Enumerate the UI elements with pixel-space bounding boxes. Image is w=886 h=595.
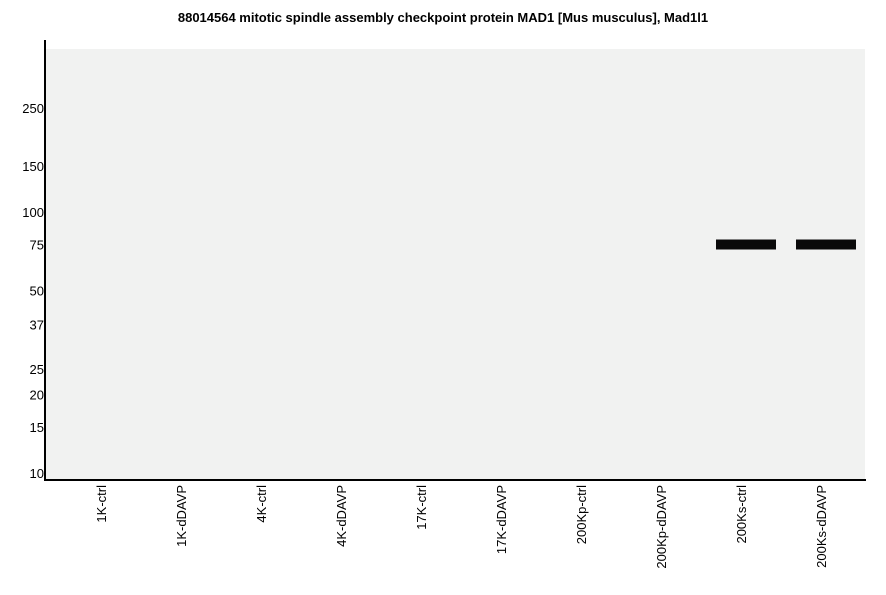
y-tick-label: 75 xyxy=(30,238,44,253)
y-tick-label: 25 xyxy=(30,362,44,377)
y-tick-label: 15 xyxy=(30,420,44,435)
lane-labels: 1K-ctrl 1K-dDAVP 4K-ctrl 4K-dDAVP 17K-ctrl 17… xyxy=(94,485,829,569)
y-tick-label: 20 xyxy=(30,388,44,403)
y-tick-label: 37 xyxy=(30,318,44,333)
lane-label: 1K-dDAVP xyxy=(174,485,189,547)
lane-label: 200Ks-dDAVP xyxy=(814,485,829,568)
lane-label: 17K-ctrl xyxy=(414,485,429,530)
lane-label: 200Kp-dDAVP xyxy=(654,485,669,569)
plot-area xyxy=(46,49,865,479)
chart-title: 88014564 mitotic spindle assembly checkp… xyxy=(177,10,709,25)
lane-label: 4K-ctrl xyxy=(254,485,269,523)
y-tick-label: 250 xyxy=(22,101,44,116)
lane-label: 200Kp-ctrl xyxy=(574,485,589,544)
y-tick-label: 10 xyxy=(30,466,44,481)
lane-label: 4K-dDAVP xyxy=(334,485,349,547)
lane-label: 17K-dDAVP xyxy=(494,485,509,554)
bands-layer xyxy=(716,239,856,250)
y-tick-label: 50 xyxy=(30,284,44,299)
y-tick-labels: 250 150 100 75 50 37 25 20 15 10 xyxy=(22,101,44,481)
lane-label: 1K-ctrl xyxy=(94,485,109,523)
protein-band xyxy=(716,239,776,250)
y-tick-label: 150 xyxy=(22,159,44,174)
lane-label: 200Ks-ctrl xyxy=(734,485,749,544)
y-tick-label: 100 xyxy=(22,205,44,220)
protein-band xyxy=(796,239,856,250)
